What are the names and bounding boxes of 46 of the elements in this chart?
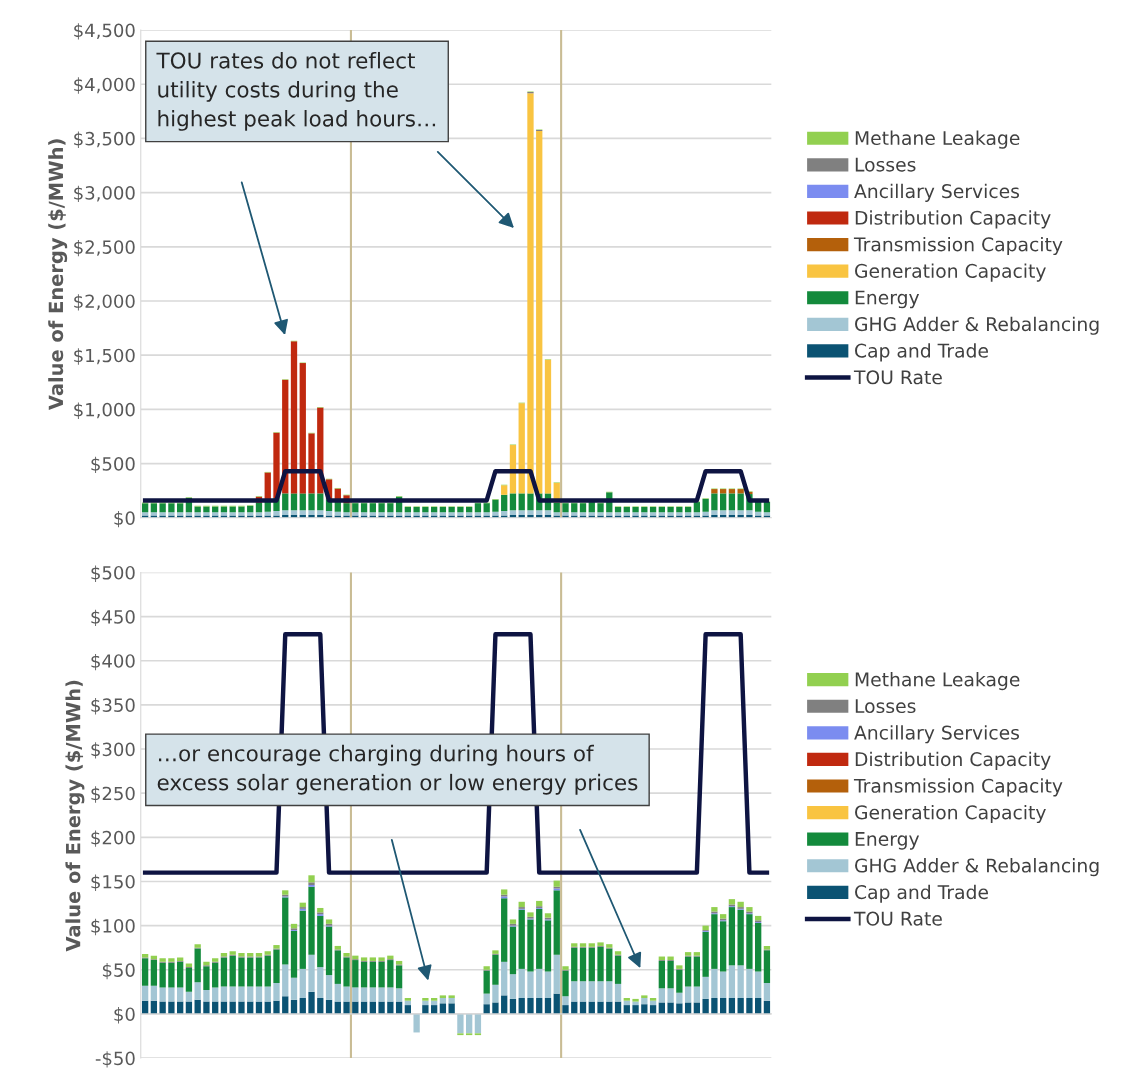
y-tick-label: $3,000 bbox=[74, 185, 135, 203]
y-tick-label: $500 bbox=[91, 456, 135, 474]
y-axis-title: Value of Energy ($/MWh) bbox=[65, 680, 85, 952]
legend-label: Generation Capacity bbox=[855, 804, 1046, 824]
y-tick-label: $2,500 bbox=[74, 239, 135, 257]
legend-label: Energy bbox=[855, 832, 920, 850]
y-tick-label: $4,500 bbox=[74, 23, 135, 40]
legend-label: Distribution Capacity bbox=[855, 751, 1051, 770]
y-tick-label: $500 bbox=[91, 565, 135, 582]
y-tick-label: $150 bbox=[91, 874, 135, 891]
legend-label: GHG Adder & Rebalancing bbox=[855, 858, 1099, 877]
legend-label: Energy bbox=[855, 290, 920, 309]
y-tick-label: $50 bbox=[102, 962, 135, 980]
legend-label: GHG Adder & Rebalancing bbox=[855, 316, 1099, 335]
y-tick-label: $0 bbox=[114, 1007, 135, 1024]
y-tick-label: $250 bbox=[91, 786, 135, 803]
legend-label: Generation Capacity bbox=[855, 263, 1046, 282]
y-tick-label: $4,000 bbox=[74, 77, 135, 94]
legend-label: Cap and Trade bbox=[855, 343, 988, 362]
y-tick-label: $1,000 bbox=[74, 402, 135, 419]
legend-label: TOU Rate bbox=[853, 911, 942, 926]
legend-label: TOU Rate bbox=[853, 370, 942, 385]
y-tick-label: $300 bbox=[91, 742, 135, 759]
legend-label: Transmission Capacity bbox=[853, 778, 1063, 797]
legend-label: Ancillary Services bbox=[854, 725, 1020, 744]
legend-label: Ancillary Services bbox=[854, 183, 1020, 202]
y-tick-label: $0 bbox=[114, 510, 135, 528]
legend-label: Methane Leakage bbox=[855, 671, 1020, 691]
y-tick-label: $100 bbox=[91, 918, 135, 936]
legend-label: Distribution Capacity bbox=[855, 210, 1051, 229]
legend-label: Losses bbox=[855, 157, 916, 172]
legend-label: Losses bbox=[855, 699, 916, 714]
annotation: TOU rates do not reflect utility costs during the highest peak load hours… bbox=[156, 51, 436, 131]
annotation: …or encourage charging during hours of excess solar generation or low energy prices bbox=[157, 744, 638, 795]
legend-label: Transmission Capacity bbox=[853, 236, 1063, 256]
y-tick-label: $350 bbox=[91, 698, 135, 715]
legend-label: Methane Leakage bbox=[855, 130, 1020, 149]
y-tick-label: $2,000 bbox=[74, 294, 135, 311]
y-axis-title: Value of Energy ($/MWh) bbox=[48, 139, 68, 411]
y-tick-label: $200 bbox=[91, 830, 135, 847]
y-tick-label: $400 bbox=[91, 653, 135, 671]
y-tick-label: $3,500 bbox=[74, 131, 135, 148]
y-tick-label: $1,500 bbox=[74, 348, 135, 365]
y-tick-label: -$50 bbox=[95, 1051, 135, 1068]
y-tick-label: $450 bbox=[91, 609, 135, 627]
legend-label: Cap and Trade bbox=[855, 884, 988, 903]
